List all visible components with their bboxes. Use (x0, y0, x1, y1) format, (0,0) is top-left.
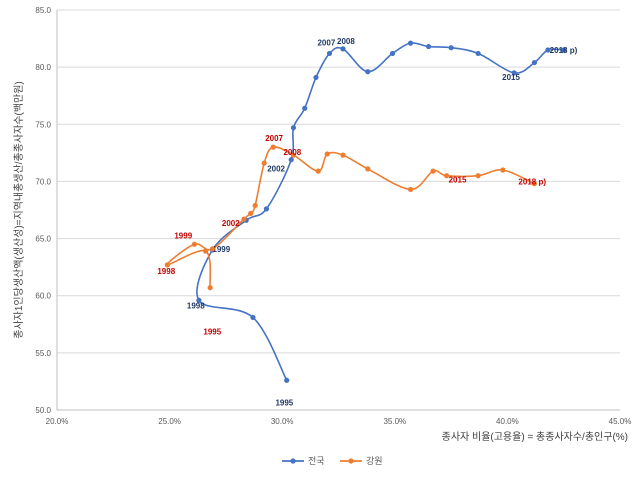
data-point (250, 314, 256, 321)
x-tick-label: 25.0% (158, 417, 181, 426)
x-tick-label: 20.0% (46, 417, 69, 426)
series-line-강원 (166, 146, 535, 288)
data-point (302, 105, 308, 111)
legend-marker (348, 458, 354, 464)
data-point (475, 173, 481, 179)
data-label: 2007 (317, 38, 335, 47)
data-point (241, 216, 247, 222)
data-point (207, 285, 213, 291)
data-point (531, 59, 538, 66)
data-point (209, 246, 215, 252)
data-point (288, 157, 294, 163)
y-tick-label: 55.0 (35, 349, 51, 358)
data-point (545, 47, 551, 53)
y-axis-title: 종사자1인당생산액(생산성)=지역내총생산/총종사자수(백만원) (13, 81, 25, 339)
x-tick-label: 45.0% (609, 417, 632, 426)
y-tick-label: 70.0 (35, 177, 51, 186)
data-point (270, 144, 276, 150)
x-tick-label: 40.0% (496, 417, 519, 426)
data-point (425, 43, 432, 50)
y-tick-label: 65.0 (35, 235, 51, 244)
y-tick-label: 60.0 (35, 292, 51, 301)
data-point (324, 151, 330, 157)
data-label: 2002 (222, 219, 240, 228)
data-point (407, 186, 414, 193)
data-point (340, 46, 346, 52)
y-tick-label: 80.0 (35, 63, 51, 72)
data-point (203, 248, 209, 254)
y-tick-label: 85.0 (35, 6, 51, 15)
legend-marker (290, 458, 296, 464)
data-label: 2007 (265, 134, 283, 143)
data-label: 2008 (283, 148, 301, 157)
data-point (407, 40, 414, 46)
data-label: 2015 (502, 73, 520, 82)
data-point (443, 173, 450, 179)
data-point (500, 167, 506, 173)
data-point (365, 69, 371, 75)
data-label: 2002 (267, 165, 285, 174)
data-point (511, 70, 517, 76)
data-label: 1998 (157, 267, 175, 276)
data-label: 2015 (449, 176, 467, 185)
data-point (290, 125, 297, 131)
data-point (315, 168, 321, 174)
x-axis-title: 종사자 비율(고용율) = 총종사자수/총인구(%) (442, 431, 628, 443)
data-point (475, 50, 481, 57)
data-label: 1995 (275, 398, 293, 407)
data-point (263, 206, 270, 212)
x-tick-label: 35.0% (383, 417, 406, 426)
data-point (252, 202, 258, 209)
data-label: 2018 p) (518, 178, 546, 187)
data-label: 1999 (212, 245, 230, 254)
data-point (430, 168, 436, 174)
data-point (389, 50, 396, 57)
data-label: 1998 (187, 301, 205, 310)
data-point (284, 377, 290, 383)
data-point (561, 47, 567, 53)
data-point (326, 50, 333, 57)
data-label: 2008 (337, 37, 355, 46)
data-label: 2018 p) (550, 46, 578, 55)
legend-label: 전국 (308, 456, 325, 466)
series-line-전국 (196, 42, 564, 381)
data-point (365, 166, 371, 172)
y-tick-label: 75.0 (35, 120, 51, 129)
x-tick-label: 30.0% (271, 417, 294, 426)
data-point (448, 45, 454, 51)
data-point (261, 160, 267, 166)
data-point (191, 241, 197, 247)
data-point (531, 181, 538, 187)
data-label: 1995 (203, 328, 221, 337)
data-label: 1999 (174, 231, 192, 240)
data-point (340, 152, 346, 158)
data-point (164, 262, 170, 268)
data-point (196, 297, 202, 303)
data-point (313, 74, 319, 81)
data-point (290, 152, 297, 158)
data-point (248, 210, 254, 217)
legend-label: 강원 (366, 456, 383, 466)
y-tick-label: 50.0 (35, 406, 51, 415)
